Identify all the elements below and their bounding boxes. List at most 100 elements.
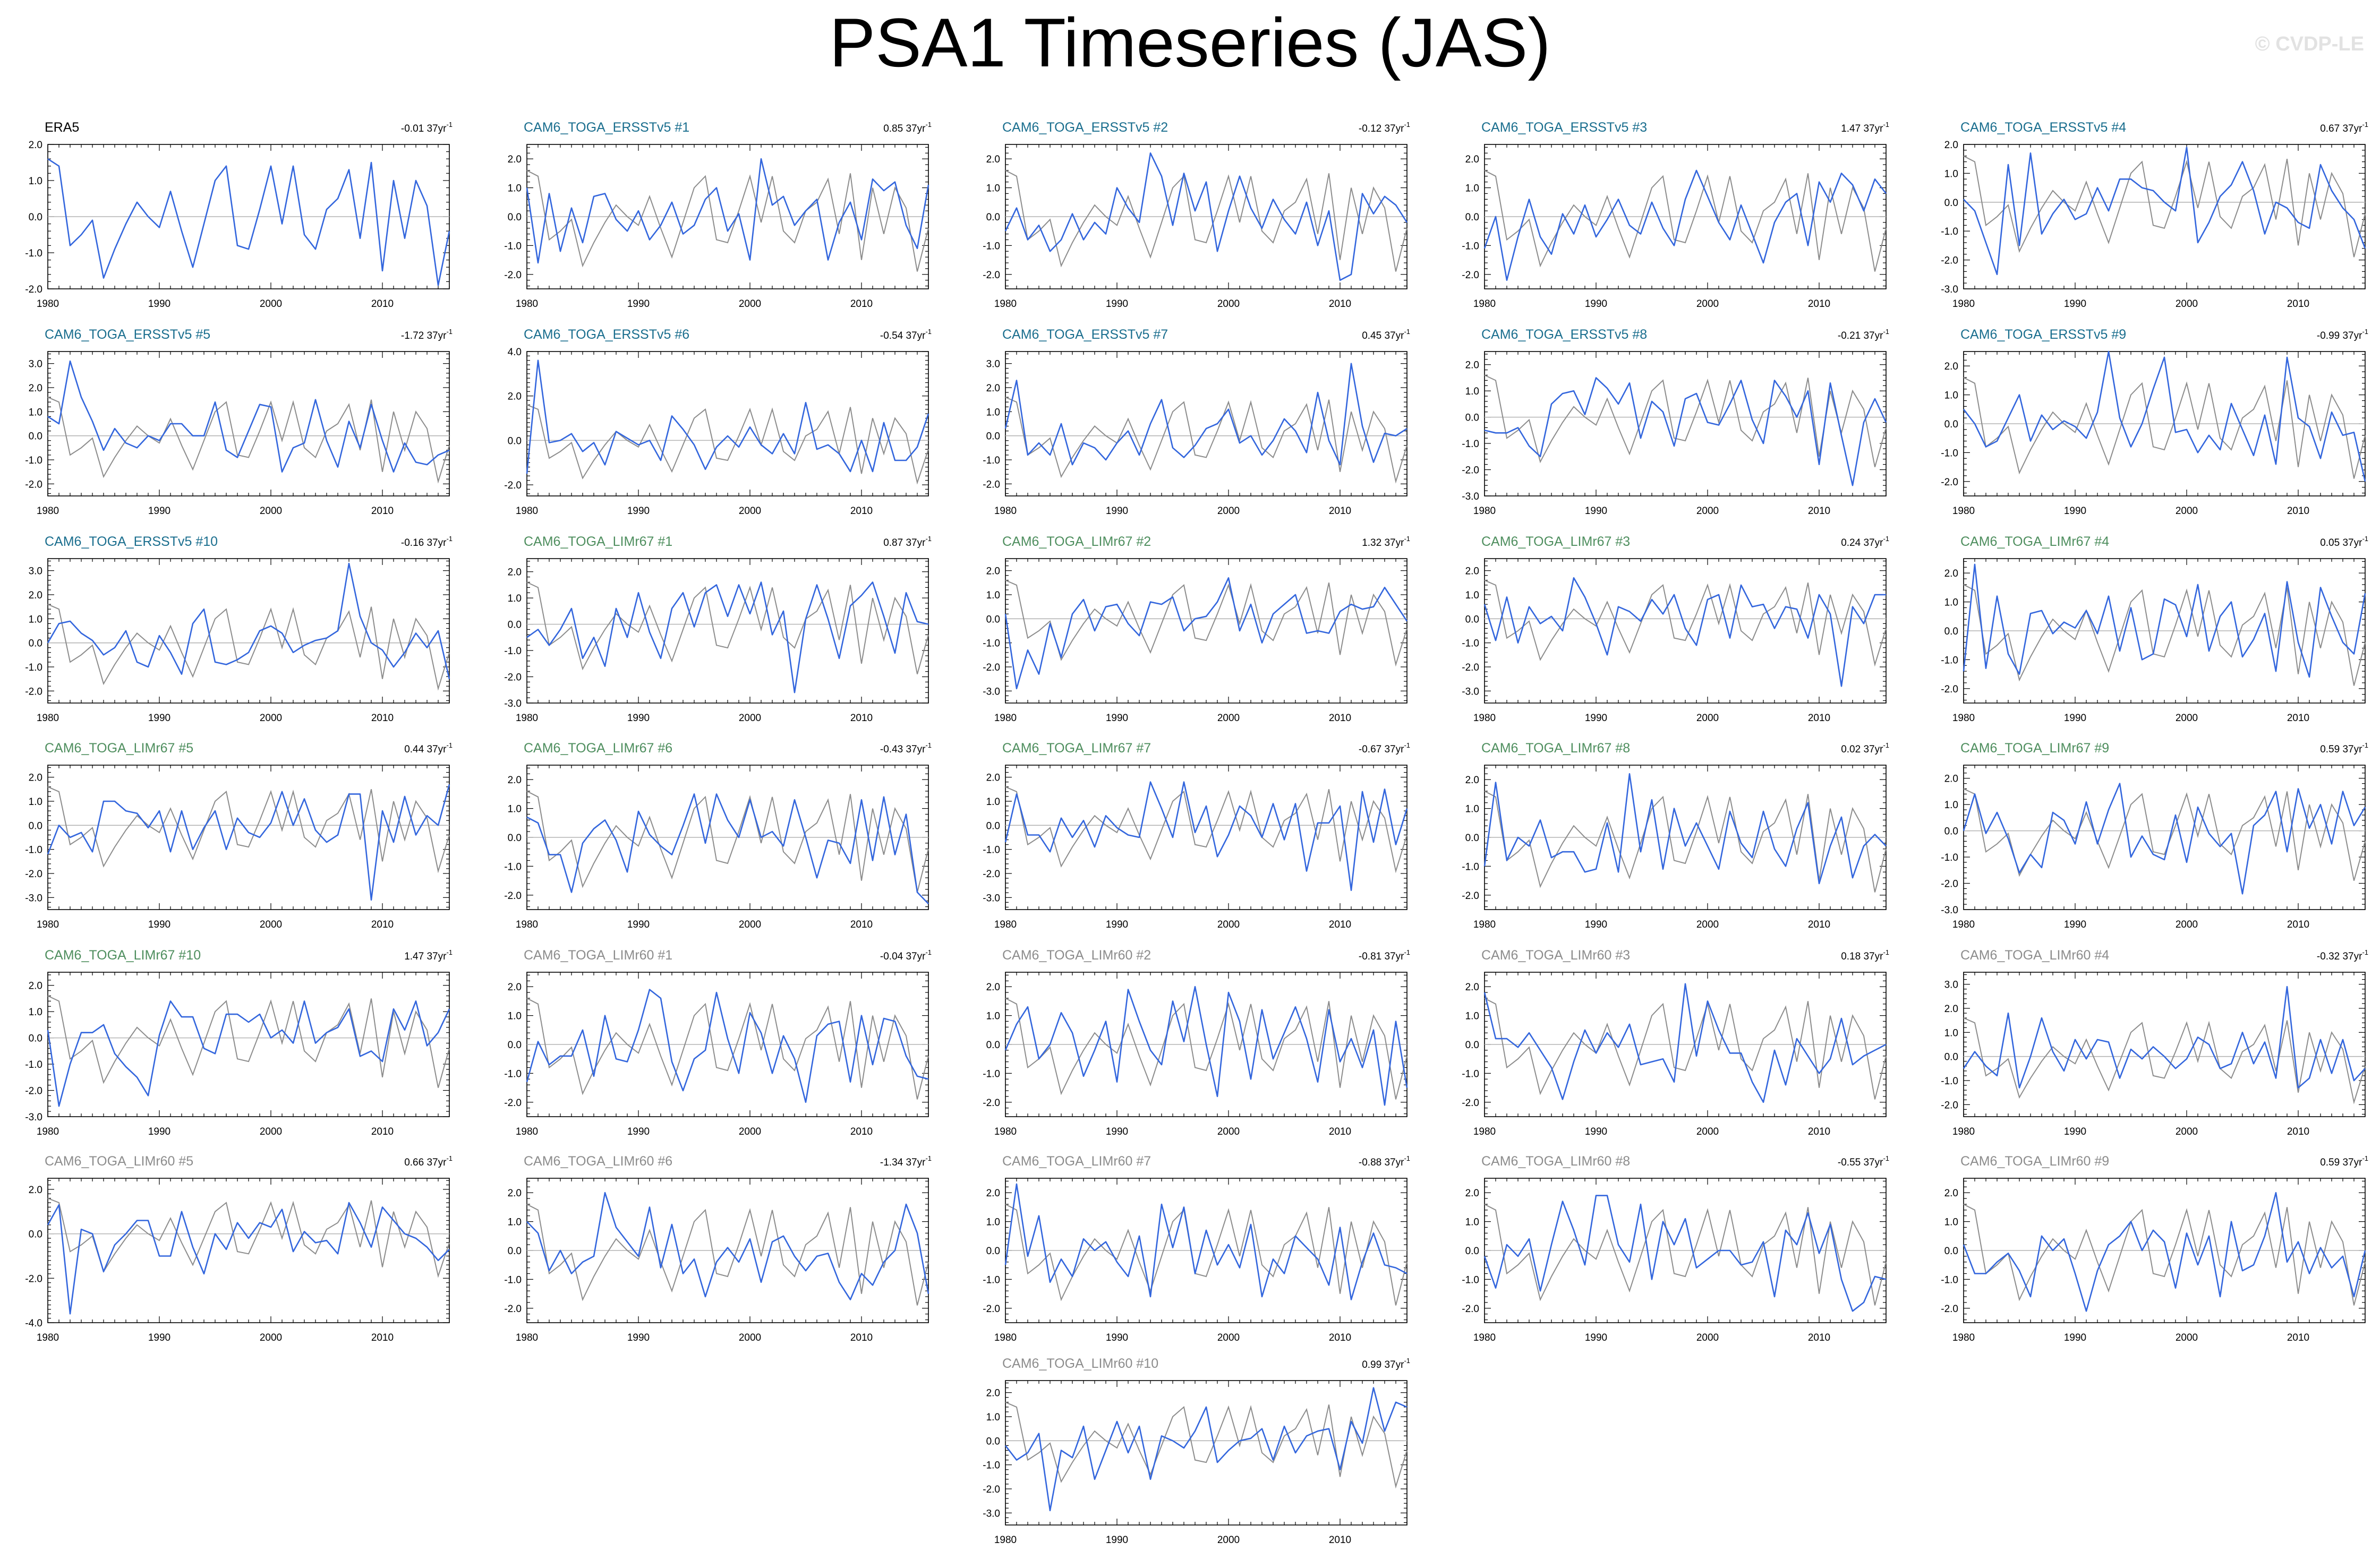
- y-tick-label: 2.0: [1465, 775, 1479, 786]
- obs-series-line: [1005, 786, 1407, 873]
- y-tick-label: -2.0: [1462, 465, 1479, 476]
- x-tick-label: 1980: [1952, 298, 1975, 310]
- panel-title: CAM6_TOGA_LIMr67 #2: [1002, 534, 1151, 549]
- x-tick-label: 2000: [1217, 1332, 1240, 1343]
- panel-29: CAM6_TOGA_LIMr60 #8 -0.55 37yr-1 1980 1990 2…: [1462, 1154, 1889, 1343]
- panel-30: CAM6_TOGA_LIMr60 #9 0.59 37yr-1 1980 1990 20…: [1941, 1154, 2368, 1343]
- y-tick-label: -3.0: [25, 893, 42, 904]
- y-tick-label: 0.0: [1944, 826, 1958, 837]
- panel-1: ERA5 -0.01 37yr-1 1980 1990 2000 2010 2.0 1.0 0.…: [25, 120, 453, 310]
- x-tick-label: 2010: [1808, 1332, 1830, 1343]
- series-line: [47, 784, 450, 901]
- panel-title: CAM6_TOGA_ERSSTv5 #4: [1960, 120, 2126, 135]
- y-tick-label: 0.0: [1944, 1246, 1958, 1257]
- series-line: [526, 158, 929, 264]
- trend-label: 0.44 37yr-1: [404, 741, 453, 755]
- y-tick-label: 2.0: [1465, 982, 1479, 993]
- panel-25: CAM6_TOGA_LIMr60 #4 -0.32 37yr-1 1980 1990 2…: [1941, 948, 2368, 1137]
- y-tick-label: 2.0: [29, 773, 42, 784]
- x-tick-label: 1990: [627, 298, 650, 310]
- y-tick-label: -1.0: [504, 861, 522, 872]
- series-line: [1484, 377, 1887, 486]
- x-tick-label: 1990: [1106, 1332, 1128, 1343]
- x-tick-label: 2000: [260, 713, 282, 724]
- plot-frame: [1963, 144, 2366, 289]
- y-tick-label: 1.0: [29, 176, 42, 187]
- trend-label: 0.24 37yr-1: [1841, 535, 1889, 549]
- y-tick-label: 0.0: [29, 1033, 42, 1044]
- y-tick-label: -2.0: [1941, 1100, 1958, 1111]
- panel-31: CAM6_TOGA_LIMr60 #10 0.99 37yr-1 1980 1990 2…: [983, 1356, 1410, 1546]
- obs-series-line: [47, 397, 450, 484]
- y-tick-label: 3.0: [29, 566, 42, 577]
- y-tick-label: 2.0: [29, 590, 42, 601]
- y-tick-label: -1.0: [1462, 439, 1479, 450]
- x-tick-label: 1980: [516, 713, 538, 724]
- series-line: [1963, 147, 2366, 276]
- y-tick-label: 1.0: [1465, 386, 1479, 397]
- panel-19: CAM6_TOGA_LIMr67 #8 0.02 37yr-1 1980 1990 20…: [1462, 741, 1889, 930]
- panel-title: CAM6_TOGA_LIMr67 #6: [524, 741, 672, 756]
- y-tick-label: -2.0: [504, 890, 522, 902]
- y-tick-label: -1.0: [504, 1068, 522, 1079]
- trend-label: -1.72 37yr-1: [401, 328, 453, 341]
- y-tick-label: -1.0: [1462, 241, 1479, 252]
- y-tick-label: -2.0: [504, 480, 522, 491]
- obs-series-line: [1963, 377, 2366, 479]
- y-tick-label: -1.0: [25, 1059, 42, 1070]
- y-tick-label: 3.0: [29, 359, 42, 370]
- panel-title: CAM6_TOGA_ERSSTv5 #2: [1002, 120, 1168, 135]
- x-tick-label: 2010: [1808, 298, 1830, 310]
- y-tick-label: 2.0: [1465, 360, 1479, 371]
- y-tick-label: -2.0: [1462, 662, 1479, 673]
- y-tick-label: -2.0: [1462, 890, 1479, 902]
- x-tick-label: 2000: [1696, 298, 1719, 310]
- y-tick-label: 1.0: [29, 1007, 42, 1018]
- x-tick-label: 2010: [1808, 713, 1830, 724]
- trend-label: -0.32 37yr-1: [2317, 948, 2368, 962]
- obs-series-line: [526, 998, 929, 1100]
- y-tick-label: -4.0: [25, 1318, 42, 1329]
- y-tick-label: -1.0: [25, 248, 42, 259]
- y-tick-label: -2.0: [983, 869, 1000, 880]
- y-tick-label: -2.0: [1462, 1098, 1479, 1109]
- panel-17: CAM6_TOGA_LIMr67 #6 -0.43 37yr-1 1980 1990 2…: [504, 741, 932, 930]
- x-tick-label: 2000: [2176, 1126, 2198, 1137]
- plot-frame: [1005, 351, 1407, 496]
- y-tick-label: -1.0: [1462, 1274, 1479, 1286]
- y-tick-label: -2.0: [504, 270, 522, 281]
- obs-series-line: [1484, 170, 1887, 272]
- y-tick-label: -1.0: [25, 455, 42, 466]
- obs-series-line: [526, 170, 929, 272]
- plot-frame: [47, 972, 450, 1117]
- x-tick-label: 1990: [627, 1126, 650, 1137]
- panel-6: CAM6_TOGA_ERSSTv5 #5 -1.72 37yr-1 1980 1990…: [25, 327, 453, 517]
- trend-label: -0.12 37yr-1: [1359, 121, 1410, 134]
- series-line: [1004, 363, 1407, 466]
- x-tick-label: 1980: [37, 919, 59, 930]
- y-tick-label: 2.0: [1465, 566, 1479, 577]
- x-tick-label: 2010: [371, 919, 394, 930]
- y-tick-label: -1.0: [983, 455, 1000, 466]
- y-tick-label: 2.0: [29, 1185, 42, 1196]
- panel-18: CAM6_TOGA_LIMr67 #7 -0.67 37yr-1 1980 1990 2…: [983, 741, 1410, 930]
- y-tick-label: -2.0: [1941, 477, 1958, 488]
- trend-label: 0.67 37yr-1: [2320, 121, 2368, 134]
- y-tick-label: -2.0: [25, 1273, 42, 1284]
- trend-label: 0.99 37yr-1: [1362, 1357, 1410, 1370]
- y-tick-label: 4.0: [508, 347, 522, 358]
- x-tick-label: 2010: [371, 1126, 394, 1137]
- trend-label: 0.87 37yr-1: [883, 535, 932, 549]
- x-tick-label: 1980: [994, 1332, 1017, 1343]
- y-tick-label: 1.0: [1465, 1217, 1479, 1228]
- plot-frame: [1005, 765, 1407, 910]
- trend-label: -0.01 37yr-1: [401, 121, 453, 134]
- y-tick-label: -3.0: [983, 893, 1000, 904]
- series-line: [1483, 169, 1887, 281]
- y-tick-label: 2.0: [508, 1188, 522, 1199]
- y-tick-label: -1.0: [25, 662, 42, 673]
- x-tick-label: 2000: [739, 713, 761, 724]
- y-tick-label: 1.0: [1944, 597, 1958, 609]
- x-tick-label: 2000: [2176, 1332, 2198, 1343]
- series-line: [1963, 783, 2366, 895]
